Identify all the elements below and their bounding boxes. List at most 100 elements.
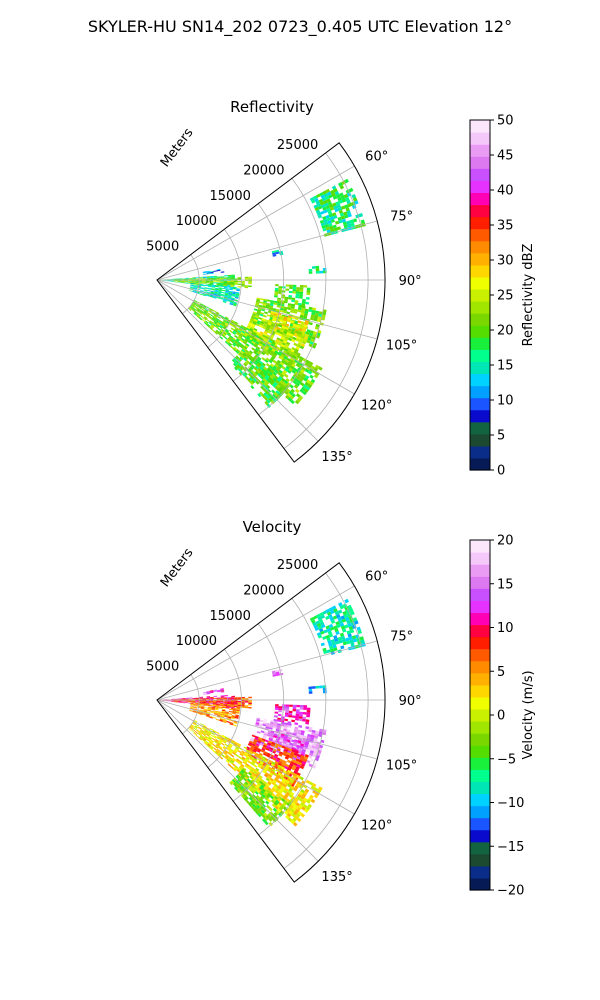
echo-bin — [289, 763, 294, 767]
echo-bin — [293, 752, 299, 757]
echo-bin — [251, 340, 256, 345]
echo-bin — [296, 733, 301, 737]
echo-bin — [207, 291, 211, 294]
colorbar-swatch — [470, 409, 490, 423]
echo-bin — [278, 392, 283, 397]
echo-bin — [212, 743, 216, 747]
echo-bin — [342, 641, 347, 646]
echo-bin — [210, 292, 215, 295]
colorbar-swatch — [470, 252, 490, 266]
echo-bin — [294, 371, 299, 376]
echo-bin — [209, 701, 213, 703]
echo-bin — [328, 623, 334, 628]
echo-bin — [343, 613, 349, 619]
echo-bin — [193, 286, 198, 288]
echo-bin — [236, 789, 241, 794]
echo-bin — [244, 775, 249, 780]
echo-bin — [193, 285, 198, 287]
echo-bin — [248, 706, 252, 709]
echo-bin — [199, 697, 204, 699]
echo-bin — [214, 712, 218, 715]
echo-bin — [277, 807, 282, 813]
echo-bin — [344, 178, 349, 184]
reflectivity-colorbar-label: Reflectivity dBZ — [521, 244, 536, 347]
echo-bin — [190, 284, 194, 286]
echo-bin — [313, 374, 319, 379]
echo-bin — [190, 282, 195, 284]
echo-bin — [241, 348, 246, 353]
echo-bin — [285, 814, 290, 820]
echo-bin — [215, 738, 219, 742]
echo-bin — [297, 761, 302, 766]
echo-bin — [289, 742, 294, 746]
echo-bin — [265, 789, 270, 793]
echo-bin — [243, 346, 248, 350]
echo-bin — [277, 371, 282, 376]
echo-bin — [210, 739, 214, 743]
echo-bin — [231, 717, 235, 720]
echo-bin — [263, 372, 268, 377]
echo-bin — [330, 189, 335, 195]
echo-bin — [267, 813, 272, 818]
echo-bin — [201, 734, 205, 738]
echo-bin — [288, 787, 293, 792]
echo-bin — [292, 775, 297, 780]
echo-bin — [200, 729, 205, 732]
echo-bin — [199, 305, 203, 308]
echo-bin — [211, 704, 216, 706]
echo-bin — [320, 222, 325, 227]
echo-bin — [274, 375, 279, 380]
echo-bin — [198, 737, 202, 741]
echo-bin — [322, 190, 327, 195]
echo-bin — [241, 794, 245, 799]
echo-bin — [245, 774, 250, 779]
echo-bin — [269, 795, 274, 800]
echo-bin — [247, 378, 252, 383]
echo-bin — [310, 365, 316, 370]
colorbar-tick-label: −5 — [497, 752, 516, 767]
echo-bin — [213, 690, 217, 692]
echo-bin — [227, 274, 232, 277]
echo-bin — [278, 708, 282, 711]
echo-bin — [324, 224, 330, 228]
echo-bin — [242, 352, 247, 357]
colorbar-swatch — [470, 877, 490, 891]
echo-bin — [304, 333, 309, 338]
echo-bin — [274, 363, 279, 368]
echo-bin — [324, 202, 329, 207]
echo-bin — [207, 732, 211, 735]
echo-bin — [217, 276, 221, 278]
echo-bin — [253, 738, 258, 742]
range-ring — [258, 178, 327, 416]
echo-bin — [265, 747, 270, 751]
echo-bin — [275, 671, 280, 675]
echo-bin — [244, 706, 249, 709]
echo-bin — [178, 281, 182, 283]
echo-bin — [253, 331, 257, 335]
echo-bin — [287, 303, 292, 306]
echo-bin — [219, 325, 223, 329]
echo-bin — [220, 278, 224, 280]
range-ring — [232, 203, 285, 382]
echo-bin — [207, 708, 212, 710]
echo-bin — [246, 326, 251, 330]
echo-bin — [221, 711, 226, 714]
sector-frame — [156, 562, 386, 883]
echo-bin — [204, 735, 209, 739]
echo-bin — [208, 284, 212, 286]
echo-bin — [220, 700, 224, 702]
colorbar-swatch — [470, 793, 490, 807]
echo-bin — [258, 775, 263, 779]
echo-bin — [279, 338, 284, 343]
echo-bin — [210, 691, 214, 694]
echo-bin — [213, 735, 218, 738]
echo-bin — [236, 331, 241, 335]
echo-bin — [295, 393, 301, 398]
echo-bin — [274, 385, 279, 391]
echo-bin — [219, 297, 224, 300]
echo-bin — [333, 635, 338, 639]
echo-bin — [303, 707, 307, 710]
echo-bin — [216, 737, 221, 740]
echo-bin — [189, 709, 193, 712]
echo-bin — [220, 276, 225, 278]
